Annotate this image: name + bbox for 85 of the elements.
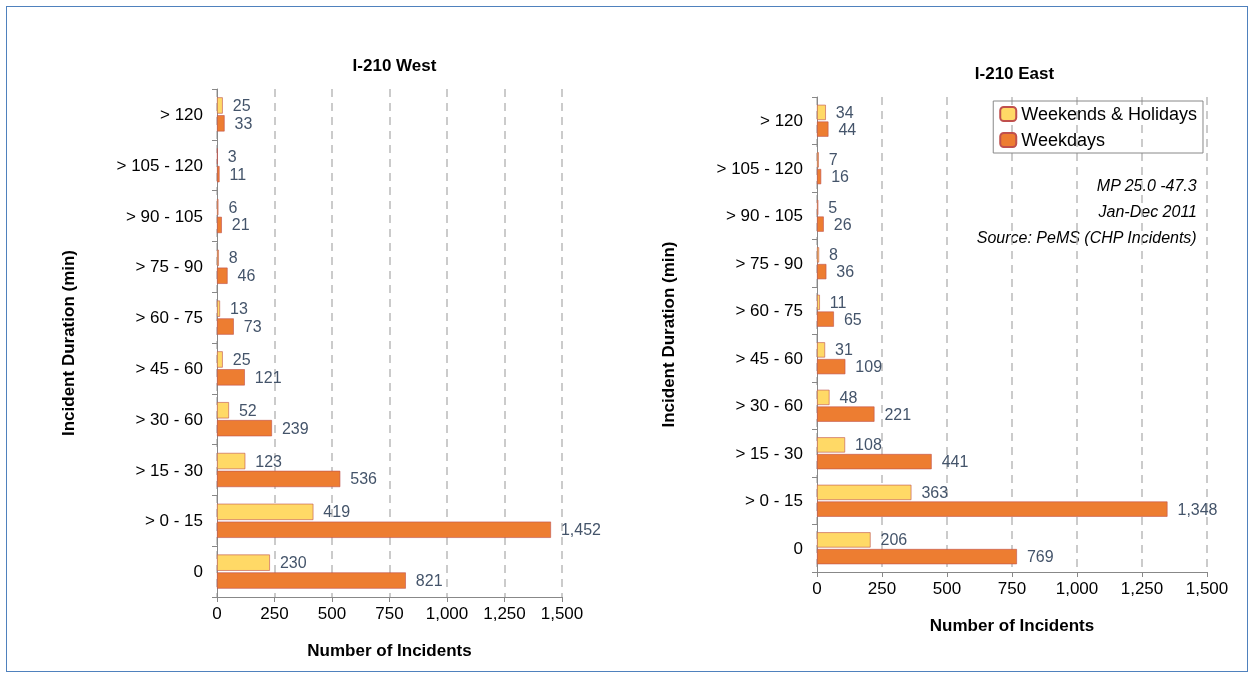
y-tick-label: > 0 - 15 bbox=[744, 491, 803, 511]
data-label: 536 bbox=[350, 470, 378, 488]
data-label: 25 bbox=[232, 96, 251, 114]
x-tick-label: 500 bbox=[932, 579, 962, 598]
y-tick-label: > 30 - 60 bbox=[735, 396, 803, 416]
y-tick-label: > 0 - 15 bbox=[144, 511, 203, 531]
data-label: 8 bbox=[228, 249, 238, 267]
y-tick-label: > 45 - 60 bbox=[135, 358, 203, 378]
data-label: 11 bbox=[229, 165, 247, 183]
y-tick-label: > 75 - 90 bbox=[735, 253, 803, 273]
y-tick-label: > 15 - 30 bbox=[735, 443, 803, 463]
data-label: 36 bbox=[836, 263, 855, 281]
data-label: 123 bbox=[255, 452, 283, 470]
data-label: 6 bbox=[228, 198, 238, 216]
data-label: 52 bbox=[238, 401, 257, 419]
y-tick-label: > 105 - 120 bbox=[116, 155, 203, 175]
x-tick-label: 750 bbox=[375, 604, 404, 623]
data-label: 65 bbox=[843, 310, 862, 328]
data-label: 419 bbox=[323, 503, 351, 521]
y-tick-label: > 105 - 120 bbox=[716, 158, 803, 178]
data-label: 16 bbox=[831, 168, 850, 186]
x-tick-label: 0 bbox=[812, 579, 822, 598]
data-label: 363 bbox=[921, 483, 949, 501]
data-label: 1,452 bbox=[560, 521, 602, 539]
legend-label: Weekdays bbox=[1021, 130, 1105, 150]
y-tick-label: 0 bbox=[793, 538, 803, 558]
data-label: 3 bbox=[227, 147, 237, 165]
data-label: 108 bbox=[855, 436, 882, 454]
x-tick-label: 250 bbox=[260, 604, 289, 623]
data-label: 13 bbox=[229, 300, 248, 318]
data-label: 239 bbox=[281, 419, 309, 437]
x-axis-title: Number of Incidents bbox=[929, 616, 1095, 635]
legend-label: Weekends & Holidays bbox=[1021, 104, 1198, 124]
y-tick-label: > 120 bbox=[159, 104, 203, 124]
data-label: 48 bbox=[839, 388, 858, 406]
x-tick-label: 1,500 bbox=[540, 604, 584, 623]
y-tick-label: > 90 - 105 bbox=[125, 206, 203, 226]
data-label: 25 bbox=[232, 350, 251, 368]
y-tick-label: 0 bbox=[193, 562, 203, 582]
data-label: 8 bbox=[829, 246, 839, 264]
y-tick-label: > 120 bbox=[759, 111, 803, 131]
data-label: 7 bbox=[828, 151, 838, 169]
x-tick-label: 1,250 bbox=[483, 604, 526, 623]
data-label: 34 bbox=[835, 103, 854, 121]
data-label: 1,348 bbox=[1177, 500, 1218, 518]
y-tick-label: > 30 - 60 bbox=[135, 409, 203, 429]
annotation: Jan-Dec 2011 bbox=[1097, 202, 1197, 220]
data-label: 769 bbox=[1026, 548, 1054, 566]
data-label: 441 bbox=[941, 453, 969, 471]
data-label: 73 bbox=[243, 318, 262, 336]
x-tick-label: 0 bbox=[212, 604, 222, 623]
data-label: 46 bbox=[237, 267, 256, 285]
y-tick-label: > 90 - 105 bbox=[725, 206, 803, 226]
x-tick-label: 1,000 bbox=[1055, 579, 1099, 598]
data-label: 821 bbox=[415, 572, 443, 590]
x-tick-label: 500 bbox=[317, 604, 347, 623]
x-tick-label: 1,000 bbox=[425, 604, 469, 623]
y-tick-label: > 60 - 75 bbox=[135, 308, 203, 328]
x-tick-label: 750 bbox=[997, 579, 1027, 598]
chart-title: I-210 West bbox=[352, 56, 437, 75]
data-label: 21 bbox=[231, 216, 250, 234]
annotation: Source: PeMS (CHP Incidents) bbox=[976, 228, 1197, 246]
data-label: 11 bbox=[829, 293, 847, 311]
data-label: 33 bbox=[234, 114, 253, 132]
data-label: 26 bbox=[833, 215, 852, 233]
annotation: MP 25.0 -47.3 bbox=[1096, 176, 1197, 194]
x-tick-label: 1,500 bbox=[1185, 579, 1229, 598]
y-axis-title: Incident Duration (min) bbox=[659, 241, 678, 428]
y-tick-label: > 15 - 30 bbox=[135, 460, 203, 480]
chart-title: I-210 East bbox=[974, 64, 1055, 83]
y-axis-title: Incident Duration (min) bbox=[59, 249, 78, 437]
y-tick-label: > 60 - 75 bbox=[735, 301, 803, 321]
data-label: 5 bbox=[828, 198, 838, 216]
data-label: 221 bbox=[884, 405, 912, 423]
x-axis-title: Number of Incidents bbox=[307, 641, 472, 660]
data-label: 230 bbox=[279, 554, 307, 572]
x-tick-label: 250 bbox=[867, 579, 897, 598]
y-tick-label: > 75 - 90 bbox=[135, 257, 203, 277]
data-label: 206 bbox=[880, 531, 908, 549]
data-label: 44 bbox=[838, 120, 857, 138]
data-label: 31 bbox=[835, 341, 853, 359]
data-label: 121 bbox=[254, 368, 282, 386]
y-tick-label: > 45 - 60 bbox=[735, 348, 803, 368]
x-tick-label: 1,250 bbox=[1120, 579, 1164, 598]
data-label: 109 bbox=[855, 358, 883, 376]
